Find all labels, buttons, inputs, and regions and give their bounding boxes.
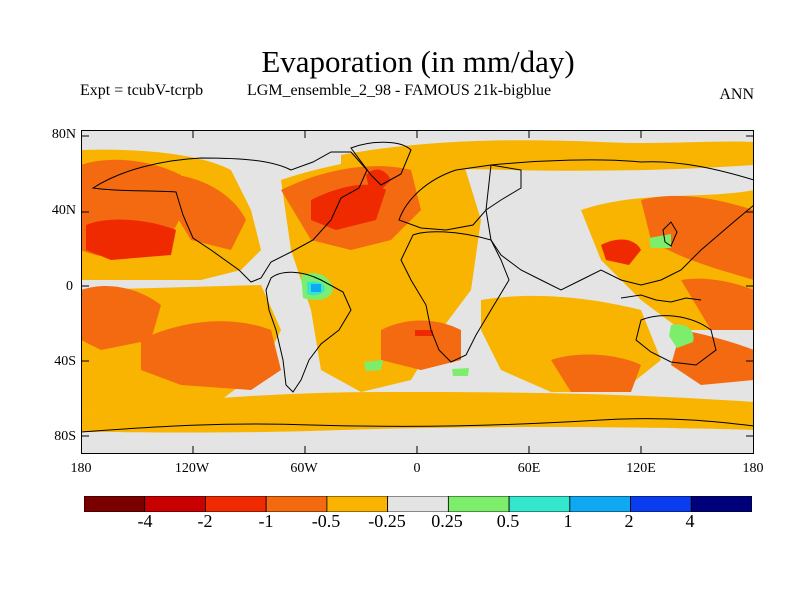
red-cores (86, 169, 641, 336)
mid-atlantic-red (415, 330, 433, 336)
lat-label-80s: 80S (54, 429, 76, 444)
africa-coast (400, 231, 510, 363)
australia-green (669, 324, 694, 348)
northern-band (341, 140, 754, 175)
west-pacific-north (641, 195, 754, 280)
lat-label-40s: 40S (54, 354, 76, 369)
europe-coast (398, 164, 522, 231)
asia-coast (485, 159, 754, 291)
pacific-red-core (86, 219, 176, 260)
australia-coast (635, 315, 717, 366)
colorbar (84, 496, 752, 512)
lon-label-60e: 60E (517, 461, 541, 476)
map-ticks (81, 130, 754, 454)
south-pacific-east (671, 330, 754, 385)
lon-label-0: 0 (413, 461, 421, 476)
south-atlantic-green (364, 360, 383, 371)
colorbar-swatch (205, 496, 267, 512)
west-pacific-tropics (681, 278, 754, 330)
colorbar-swatch (84, 496, 146, 512)
indian-green (452, 368, 469, 376)
coastlines (81, 141, 754, 433)
lat-label-80n: 80N (51, 127, 76, 142)
colorbar-swatch (144, 496, 206, 512)
japan-coast (662, 221, 678, 247)
colorbar-swatch (508, 496, 571, 512)
positive-anomalies (301, 234, 694, 376)
colorbar-swatch (387, 496, 449, 512)
tropical-pacific-west (81, 285, 161, 350)
north-pacific-east (151, 174, 246, 250)
ensemble-label: LGM_ensemble_2_98 - FAMOUS 21k-bigblue (247, 82, 552, 99)
indian-south (551, 354, 641, 392)
experiment-label: Expt = tcubV-tcrpb (80, 82, 204, 99)
colorbar-label: 0.25 (431, 511, 463, 531)
colorbar-swatch (569, 496, 631, 512)
colorbar-label: 4 (685, 511, 695, 531)
colorbar-label: -0.5 (311, 511, 341, 531)
evaporation-map (81, 130, 754, 454)
colorbar-label: 1 (563, 511, 573, 531)
colorbar-swatch (326, 496, 389, 512)
antarctica-coast (81, 418, 754, 433)
lon-label-180w: 180 (70, 461, 92, 476)
colorbar-swatch (690, 496, 752, 512)
east-asia-green (649, 234, 671, 248)
amazon-blue (311, 284, 321, 292)
lat-label-0: 0 (66, 279, 73, 294)
southern-ocean-band (81, 392, 754, 433)
south-pacific (141, 321, 281, 390)
lon-label-120w: 120W (174, 461, 210, 476)
north-america-coast (91, 151, 368, 283)
kuroshio-red (601, 239, 641, 265)
season-label: ANN (719, 86, 754, 103)
colorbar-label: 0.5 (496, 511, 520, 531)
page-title: Evaporation (in mm/day) (261, 44, 575, 79)
colorbar-label: -4 (137, 511, 153, 531)
south-america-coast (265, 271, 352, 393)
dark-orange-fields (81, 159, 754, 392)
colorbar-label: -0.25 (368, 511, 406, 531)
colorbar-label: 2 (624, 511, 634, 531)
south-atlantic (381, 320, 461, 370)
colorbar-label: -1 (258, 511, 274, 531)
colorbar-label: -2 (197, 511, 213, 531)
lat-label-40n: 40N (51, 203, 76, 218)
lon-label-180e: 180 (742, 461, 764, 476)
colorbar-swatch (265, 496, 328, 512)
colorbar-swatch (447, 496, 510, 512)
lon-label-120e: 120E (626, 461, 656, 476)
arctic-red (366, 169, 391, 190)
greenland-coast (350, 141, 412, 186)
lon-label-60w: 60W (290, 461, 318, 476)
indonesia-coast (620, 294, 702, 303)
atlantic-red-core (311, 184, 386, 230)
colorbar-swatch (630, 496, 692, 512)
